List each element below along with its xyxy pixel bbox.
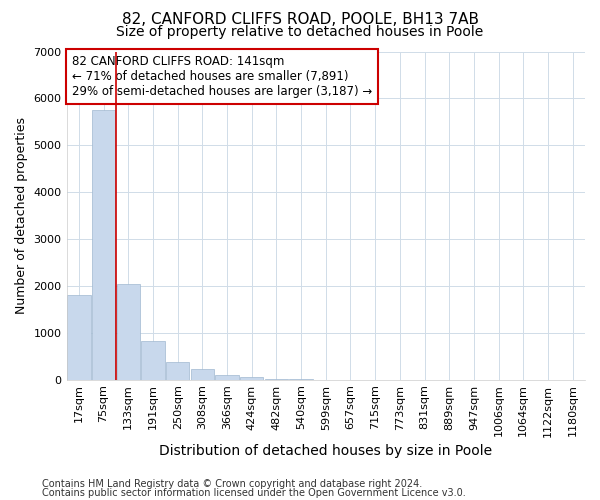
Text: 82, CANFORD CLIFFS ROAD, POOLE, BH13 7AB: 82, CANFORD CLIFFS ROAD, POOLE, BH13 7AB (121, 12, 479, 28)
Bar (215, 375, 239, 380)
Bar (67, 296, 91, 380)
Bar (116, 284, 140, 380)
Text: Contains HM Land Registry data © Crown copyright and database right 2024.: Contains HM Land Registry data © Crown c… (42, 479, 422, 489)
Bar (166, 362, 190, 380)
Bar (191, 369, 214, 380)
Text: 82 CANFORD CLIFFS ROAD: 141sqm
← 71% of detached houses are smaller (7,891)
29% : 82 CANFORD CLIFFS ROAD: 141sqm ← 71% of … (72, 55, 372, 98)
Bar (240, 378, 263, 380)
Bar (92, 110, 115, 380)
Bar (141, 341, 164, 380)
Text: Contains public sector information licensed under the Open Government Licence v3: Contains public sector information licen… (42, 488, 466, 498)
Bar (265, 379, 288, 380)
X-axis label: Distribution of detached houses by size in Poole: Distribution of detached houses by size … (159, 444, 493, 458)
Text: Size of property relative to detached houses in Poole: Size of property relative to detached ho… (116, 25, 484, 39)
Y-axis label: Number of detached properties: Number of detached properties (15, 117, 28, 314)
